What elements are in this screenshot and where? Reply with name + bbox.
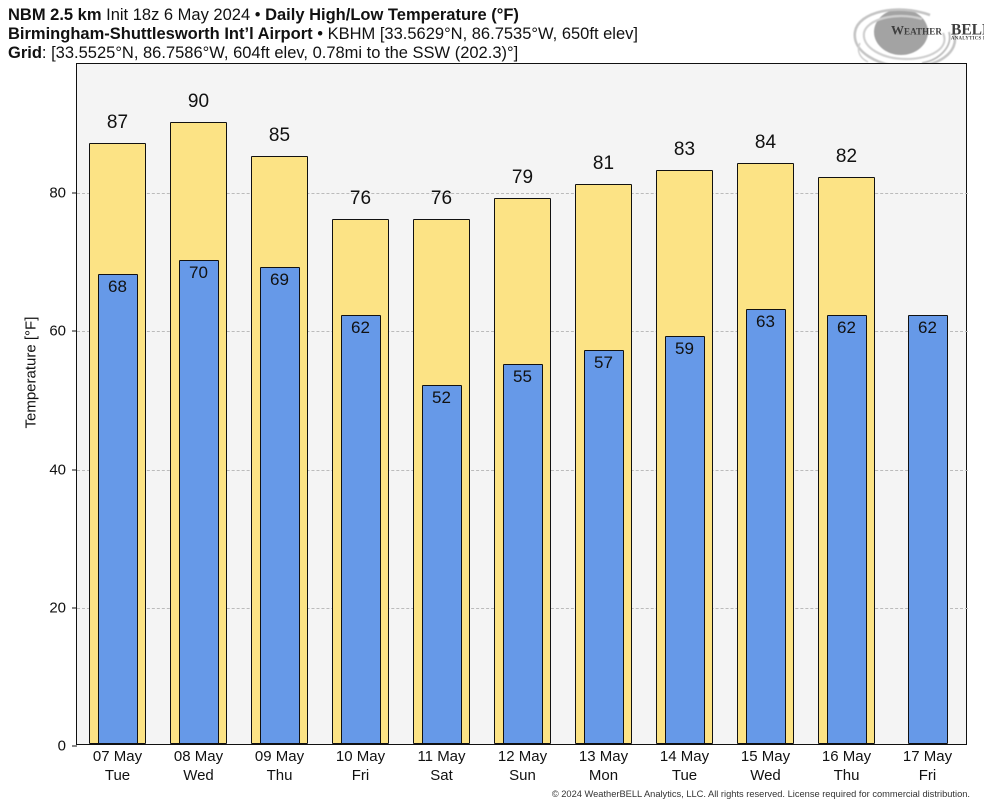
svg-text:ANALYTICS LLC: ANALYTICS LLC xyxy=(951,37,984,42)
